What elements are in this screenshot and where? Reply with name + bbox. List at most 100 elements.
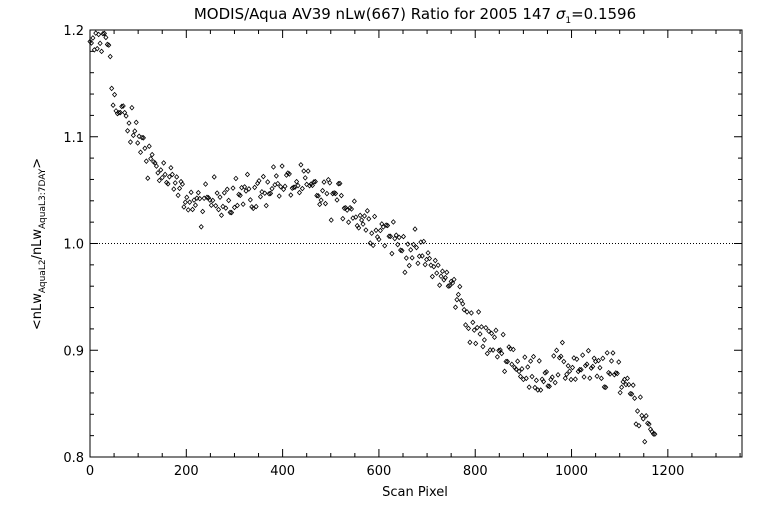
data-point <box>373 227 379 234</box>
data-point <box>598 375 604 382</box>
data-point <box>127 139 133 145</box>
data-point <box>470 319 476 326</box>
data-point <box>565 362 571 369</box>
data-point <box>175 192 181 199</box>
sigma-subscript: 1 <box>565 16 571 26</box>
data-point <box>442 274 448 281</box>
y-tick-label: 1.0 <box>63 238 84 253</box>
data-point <box>471 327 477 333</box>
data-point <box>502 368 508 375</box>
data-point <box>357 212 363 219</box>
data-point <box>295 182 301 189</box>
data-point <box>551 353 557 359</box>
data-point <box>221 190 227 196</box>
data-point <box>465 325 472 332</box>
data-point <box>101 30 107 37</box>
data-point <box>279 163 285 169</box>
data-point <box>359 217 365 223</box>
chart-title: MODIS/Aqua AV39 nLw(667) Ratio for 2005 … <box>194 5 636 26</box>
data-point <box>132 128 138 134</box>
data-point <box>220 203 226 210</box>
data-point <box>409 255 415 261</box>
data-point <box>454 296 460 303</box>
data-point <box>577 366 583 373</box>
data-point <box>344 207 350 213</box>
data-point <box>452 304 459 311</box>
data-point <box>637 394 643 400</box>
data-point <box>578 366 584 373</box>
data-point <box>597 364 603 371</box>
data-point <box>338 192 344 199</box>
data-point <box>400 233 407 240</box>
data-point <box>299 185 305 192</box>
y-tick-label: 0.8 <box>63 451 84 466</box>
y-tick-label: 1.2 <box>63 24 84 39</box>
data-point <box>489 330 495 337</box>
data-point <box>473 340 479 347</box>
data-point <box>588 365 594 371</box>
data-point <box>600 355 606 362</box>
data-point <box>265 179 271 185</box>
data-point <box>171 186 177 192</box>
data-point <box>337 180 343 187</box>
data-point <box>458 297 464 304</box>
data-point <box>301 168 307 174</box>
data-point <box>627 390 633 397</box>
data-point <box>120 103 126 109</box>
data-point <box>402 269 408 276</box>
x-axis-ticks: 0 200 400 600 800 1000 1200 <box>86 30 741 479</box>
data-point <box>486 328 492 334</box>
data-point <box>438 273 444 280</box>
data-point <box>509 361 515 368</box>
data-point <box>218 212 224 219</box>
data-point <box>324 190 330 197</box>
data-point <box>130 132 136 139</box>
data-point <box>604 350 610 356</box>
data-point <box>507 345 513 352</box>
data-point <box>584 361 590 368</box>
y-tick-label: 1.1 <box>63 131 84 146</box>
data-point <box>233 175 239 182</box>
data-point <box>379 221 385 227</box>
data-point <box>188 189 194 196</box>
data-point <box>96 31 102 38</box>
data-point <box>630 382 636 388</box>
data-point <box>253 203 259 210</box>
data-point <box>468 310 474 316</box>
data-point <box>125 128 131 134</box>
data-point <box>526 384 532 390</box>
data-point <box>552 379 558 386</box>
data-point <box>181 204 187 210</box>
data-point <box>455 291 461 298</box>
data-point <box>504 358 511 365</box>
data-point <box>616 359 622 365</box>
data-point <box>428 262 434 268</box>
data-point <box>519 366 525 372</box>
data-point <box>214 190 220 196</box>
data-point <box>296 189 303 196</box>
data-point <box>646 421 652 427</box>
data-point <box>608 358 615 364</box>
data-point <box>574 356 580 362</box>
data-point <box>208 202 214 209</box>
data-point <box>444 269 450 276</box>
data-points <box>87 30 658 445</box>
data-point <box>533 377 539 384</box>
data-point <box>399 247 405 254</box>
data-point <box>200 208 206 215</box>
data-point <box>291 184 297 191</box>
data-point <box>451 276 457 283</box>
ylabel-open: <nLw <box>30 293 45 330</box>
data-point <box>286 171 292 177</box>
data-point <box>590 363 596 370</box>
data-point <box>213 202 219 209</box>
data-point <box>97 40 103 47</box>
data-point <box>155 170 161 176</box>
data-point <box>613 370 619 376</box>
data-point <box>545 383 551 389</box>
data-point <box>223 205 229 211</box>
data-point <box>260 173 266 180</box>
data-point <box>549 374 555 380</box>
data-point <box>325 176 331 183</box>
data-point <box>191 197 197 203</box>
